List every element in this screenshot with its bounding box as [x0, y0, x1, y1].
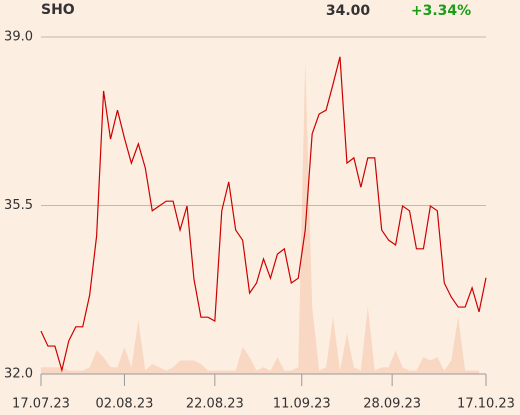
y-tick-label: 32.0	[4, 367, 33, 382]
chart-title: SHO	[41, 2, 75, 18]
x-tick-label: 22.08.23	[186, 397, 244, 412]
x-tick-label: 28.09.23	[363, 397, 421, 412]
volume-area	[41, 60, 480, 375]
y-tick-label: 39.0	[4, 30, 33, 45]
x-tick-label: 02.08.23	[95, 397, 153, 412]
x-tick-label: 17.07.23	[12, 397, 70, 412]
price-line	[40, 56, 487, 373]
x-tick-label: 17.10.23	[457, 397, 515, 412]
change: +3.34%	[411, 3, 471, 19]
y-tick-label: 35.5	[4, 198, 33, 213]
x-tick-label: 11.09.23	[273, 397, 331, 412]
price: 34.00	[326, 3, 371, 19]
